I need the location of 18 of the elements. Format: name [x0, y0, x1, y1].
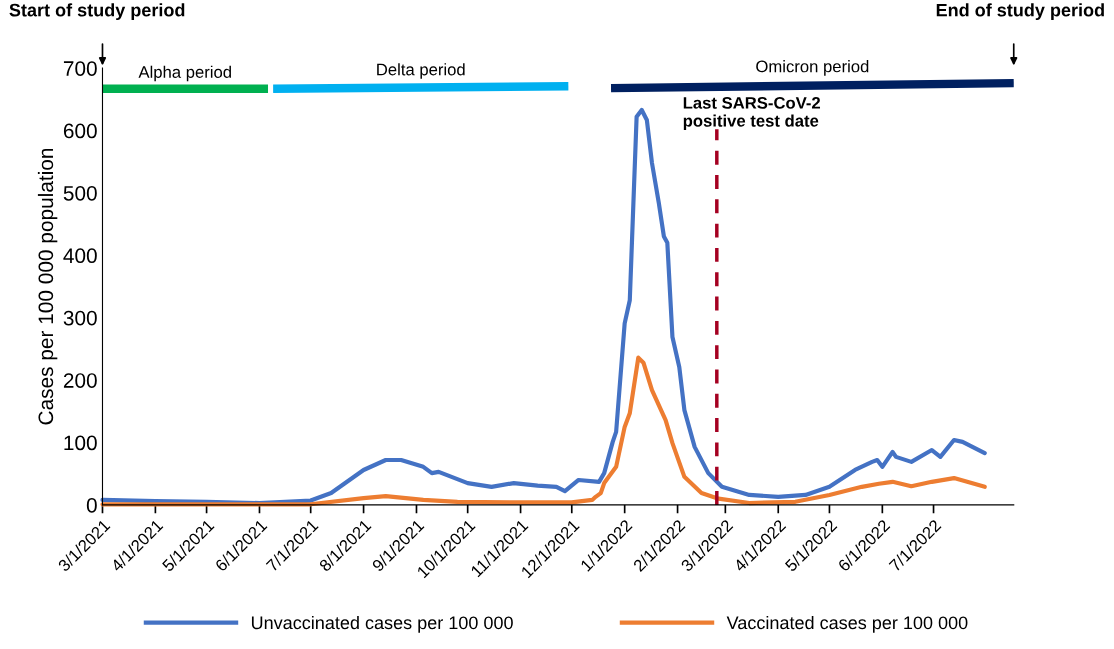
y-tick-label: 0: [86, 497, 97, 513]
series-label: Delta period: [377, 63, 465, 79]
text: End of study period: [936, 3, 1104, 21]
y-tick-label: 400: [63, 248, 97, 264]
y-tick-label: 600: [63, 123, 97, 139]
y-tick-label: 500: [63, 185, 97, 201]
y-tick-label: 200: [63, 373, 97, 388]
y-tick-label: 300: [63, 310, 97, 326]
y-tick-label: 700: [63, 61, 97, 76]
series-label: Omicron period: [756, 60, 869, 76]
y-axis-title: Cases per 100 000 population: [37, 148, 58, 425]
legend-label: Vaccinated cases per 100 000: [726, 615, 968, 633]
line-series: [100, 355, 987, 507]
ref-line-label: Last SARS-CoV-2 positive test date: [683, 96, 821, 131]
text: Start of study period: [9, 3, 185, 21]
series-label: Alpha period: [138, 65, 231, 82]
y-tick-label: 100: [64, 435, 97, 451]
legend-label: Unvaccinated cases per 100 000: [251, 615, 513, 633]
